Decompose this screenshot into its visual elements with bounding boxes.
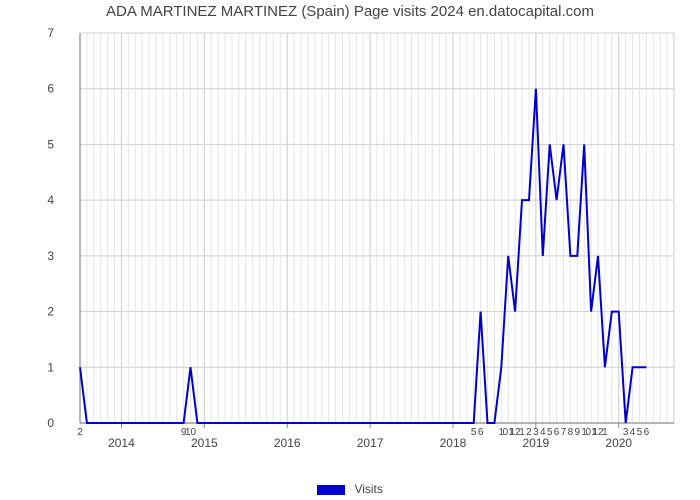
x-minor-tick-label: 2 xyxy=(77,427,83,438)
x-major-tick-label: 2019 xyxy=(523,436,550,450)
x-minor-tick-label: 7 xyxy=(561,427,567,438)
x-minor-tick-label: 5 xyxy=(471,427,477,438)
legend-label: Visits xyxy=(354,482,382,496)
x-minor-tick-label: 5 xyxy=(637,427,643,438)
legend-swatch xyxy=(317,485,345,495)
y-tick-label: 5 xyxy=(47,137,54,151)
x-major-tick-label: 2018 xyxy=(440,436,467,450)
y-tick-label: 0 xyxy=(47,416,54,430)
chart-title: ADA MARTINEZ MARTINEZ (Spain) Page visit… xyxy=(0,3,700,20)
chart-svg: 0123456729105610112123456789101121345620… xyxy=(60,25,680,445)
x-minor-tick-label: 6 xyxy=(644,427,650,438)
x-major-tick-label: 2014 xyxy=(108,436,135,450)
x-major-tick-label: 2017 xyxy=(357,436,384,450)
y-tick-label: 3 xyxy=(47,249,54,263)
x-minor-tick-label: 8 xyxy=(568,427,574,438)
chart-legend: Visits xyxy=(0,482,700,496)
x-minor-tick-label: 6 xyxy=(554,427,560,438)
chart-plot-area: 0123456729105610112123456789101121345620… xyxy=(60,25,680,445)
y-tick-label: 6 xyxy=(47,82,54,96)
y-tick-label: 1 xyxy=(47,360,54,374)
y-tick-label: 2 xyxy=(47,305,54,319)
x-major-tick-label: 2020 xyxy=(605,436,632,450)
x-minor-tick-label: 9 xyxy=(575,427,581,438)
y-tick-label: 4 xyxy=(47,193,54,207)
x-major-tick-label: 2015 xyxy=(191,436,218,450)
y-tick-label: 7 xyxy=(47,26,54,40)
x-major-tick-label: 2016 xyxy=(274,436,301,450)
x-minor-tick-label: 6 xyxy=(478,427,484,438)
